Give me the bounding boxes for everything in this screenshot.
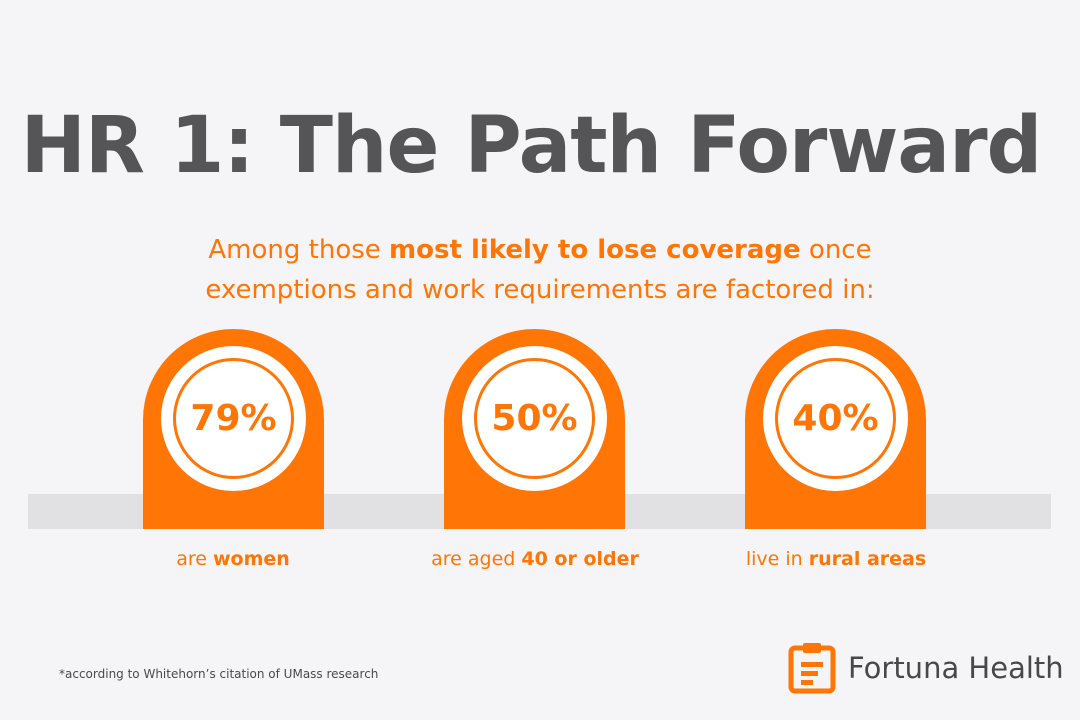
- brand-name: Fortuna Health: [848, 651, 1064, 685]
- stat-caption-age: are aged 40 or older: [385, 544, 685, 574]
- stat-value-women: 79%: [190, 398, 277, 439]
- stat-tab-rural: 40%: [745, 329, 926, 529]
- subtitle-emphasis: most likely to lose coverage: [389, 235, 801, 265]
- stat-value-rural: 40%: [792, 398, 879, 439]
- stat-circle: 50%: [474, 358, 595, 479]
- subtitle-prefix: Among those: [208, 235, 390, 265]
- stat-caption-women: are women: [83, 544, 383, 574]
- stat-ring: 40%: [763, 346, 908, 491]
- stat-caption-rural: live in rural areas: [686, 544, 986, 574]
- caption-prefix: live in: [745, 548, 809, 570]
- stat-value-age: 50%: [491, 398, 578, 439]
- subtitle: Among those most likely to lose coverage…: [140, 230, 940, 310]
- subtitle-suffix: once exemptions and work requirements ar…: [205, 235, 875, 305]
- stat-circle: 40%: [775, 358, 896, 479]
- stat-tab-age: 50%: [444, 329, 625, 529]
- stat-ring: 50%: [462, 346, 607, 491]
- caption-prefix: are aged: [431, 548, 522, 570]
- stat-tab-women: 79%: [143, 329, 324, 529]
- caption-prefix: are: [176, 548, 213, 570]
- footnote: *according to Whitehorn’s citation of UM…: [59, 667, 379, 681]
- caption-emphasis: women: [212, 548, 290, 570]
- caption-emphasis: rural areas: [808, 548, 927, 570]
- caption-emphasis: 40 or older: [521, 548, 639, 570]
- stat-ring: 79%: [161, 346, 306, 491]
- clipboard-icon: [788, 643, 836, 694]
- page-title: HR 1: The Path Forward: [20, 101, 1043, 191]
- stat-circle: 79%: [173, 358, 294, 479]
